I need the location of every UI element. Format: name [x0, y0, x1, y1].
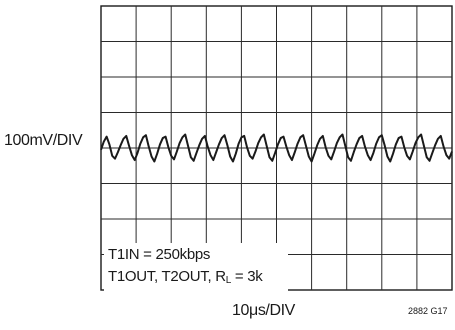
annotation-input-rate: T1IN = 250kbps [108, 246, 211, 263]
trace-group [100, 133, 453, 163]
annotation-load-suffix: = 3k [231, 268, 263, 285]
annotation-load-prefix: T1OUT, T2OUT, R [108, 268, 226, 285]
x-axis-label: 10μs/DIV [232, 302, 295, 319]
figure-code: 2882 G17 [408, 306, 448, 316]
y-axis-label: 100mV/DIV [4, 132, 83, 149]
annotation-load: T1OUT, T2OUT, RL = 3k [108, 268, 263, 286]
annotation-load-subscript: L [225, 275, 232, 286]
annotation-box [104, 243, 288, 291]
signal-trace [100, 133, 453, 163]
